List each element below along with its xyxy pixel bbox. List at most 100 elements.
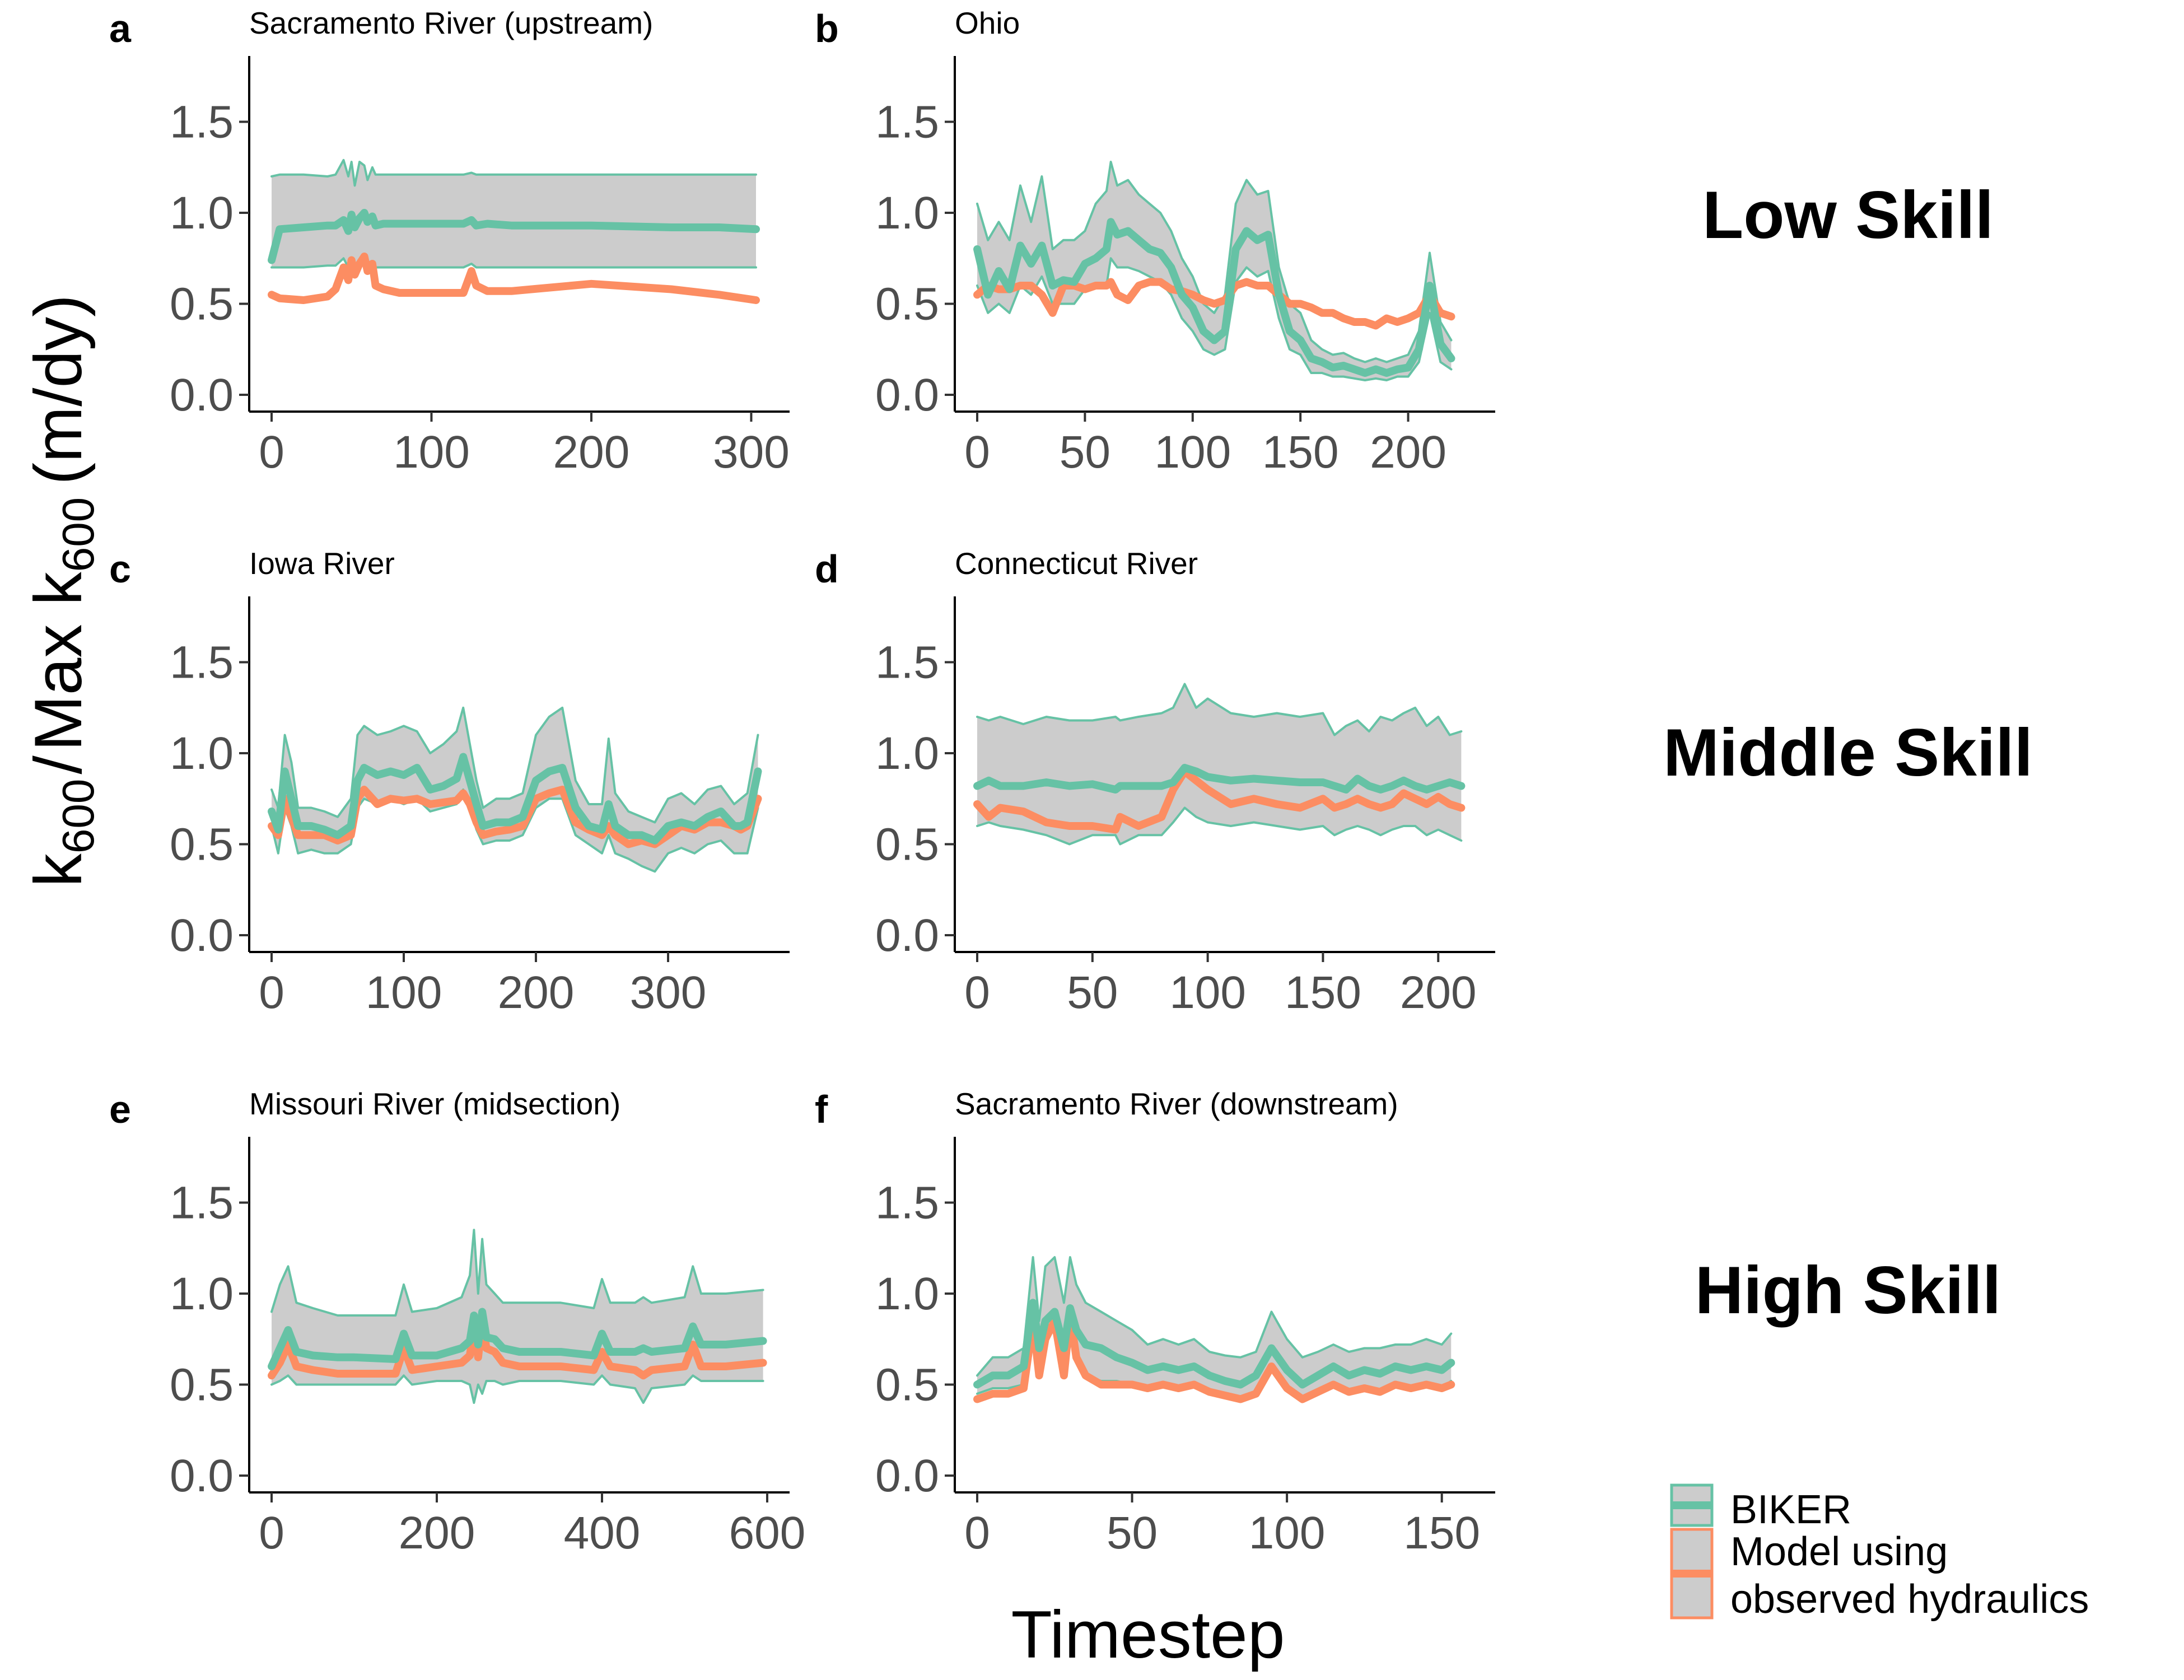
y-axis-title-k: k xyxy=(21,853,96,887)
panels: a Sacramento River (upstream) 0.0 0.5 1.0 1.5… xyxy=(109,6,1495,1558)
skill-label-low: Low Skill xyxy=(1702,178,1994,253)
x-tick-label-c-1: 100 xyxy=(366,967,442,1018)
panel-letter-f: f xyxy=(815,1088,828,1131)
model-line-f xyxy=(973,1312,1455,1403)
y-tick-label-f-2: 1.0 xyxy=(875,1268,939,1319)
panel-title-c: Iowa River xyxy=(249,546,395,581)
x-tick-label-b-2: 100 xyxy=(1154,427,1231,478)
panel-letter-c: c xyxy=(109,547,131,591)
x-tick-label-e-2: 400 xyxy=(564,1508,641,1558)
y-axis-title-slash: / xyxy=(21,755,96,774)
x-tick-label-d-4: 200 xyxy=(1400,967,1477,1018)
panel-title-a: Sacramento River (upstream) xyxy=(249,6,653,40)
legend: BIKER Model using observed hydraulics xyxy=(1670,1483,2089,1622)
y-tick-label-b-2: 1.0 xyxy=(875,188,939,239)
x-tick-label-f-1: 50 xyxy=(1107,1508,1158,1558)
panel-b: b Ohio 0.0 0.5 1.0 1.5 0 50 100 150 200 xyxy=(815,6,1495,478)
y-tick-label-d-0: 0.0 xyxy=(875,910,939,961)
x-tick-label-f-2: 100 xyxy=(1249,1508,1326,1558)
panel-title-d: Connecticut River xyxy=(955,546,1198,581)
band-b xyxy=(977,162,1452,380)
band-upper-c xyxy=(270,706,759,824)
x-tick-label-b-1: 50 xyxy=(1060,427,1110,478)
panel-letter-e: e xyxy=(109,1088,131,1131)
panel-title-b: Ohio xyxy=(955,6,1020,40)
biker-line-e xyxy=(268,1308,767,1370)
y-tick-label-c-2: 1.0 xyxy=(170,728,234,779)
y-tick-label-f-1: 0.5 xyxy=(875,1360,939,1411)
x-tick-label-e-0: 0 xyxy=(259,1508,284,1558)
x-tick-label-d-0: 0 xyxy=(964,967,990,1018)
panel-title-f: Sacramento River (downstream) xyxy=(955,1086,1398,1121)
y-tick-label-f-3: 1.5 xyxy=(875,1178,939,1229)
x-tick-label-a-1: 100 xyxy=(393,427,470,478)
x-tick-label-d-2: 100 xyxy=(1169,967,1246,1018)
legend-label-biker: BIKER xyxy=(1730,1487,1851,1532)
model-line-d xyxy=(973,767,1466,834)
x-tick-label-c-0: 0 xyxy=(259,967,284,1018)
band-upper-d xyxy=(976,683,1463,736)
y-tick-label-e-2: 1.0 xyxy=(170,1268,234,1319)
band-upper-b xyxy=(976,161,1453,363)
x-tick-label-c-3: 300 xyxy=(630,967,707,1018)
y-tick-label-f-0: 0.0 xyxy=(875,1450,939,1501)
panel-letter-d: d xyxy=(815,547,839,591)
legend-item-biker: BIKER xyxy=(1670,1483,1851,1532)
y-tick-label-b-3: 1.5 xyxy=(875,97,939,148)
x-tick-label-f-3: 150 xyxy=(1403,1508,1480,1558)
y-tick-label-a-1: 0.5 xyxy=(170,279,234,330)
band-upper-e xyxy=(270,1229,764,1317)
y-tick-label-b-0: 0.0 xyxy=(875,370,939,421)
x-tick-label-d-1: 50 xyxy=(1067,967,1118,1018)
x-tick-label-d-3: 150 xyxy=(1285,967,1361,1018)
y-tick-label-c-3: 1.5 xyxy=(170,637,234,688)
panel-letter-b: b xyxy=(815,7,839,50)
band-c xyxy=(272,707,758,872)
biker-line-a xyxy=(268,209,760,264)
y-tick-label-a-3: 1.5 xyxy=(170,97,234,148)
y-axis-title-sub2: 600 xyxy=(53,497,103,572)
x-tick-label-a-2: 200 xyxy=(553,427,630,478)
y-tick-label-d-2: 1.0 xyxy=(875,728,939,779)
y-axis-title: k600/Max k600(m/dy) xyxy=(21,295,103,887)
y-axis-title-units: (m/dy) xyxy=(21,295,96,485)
panel-f: f Sacramento River (downstream) 0.0 0.5 1.0 1… xyxy=(815,1086,1495,1558)
x-tick-label-a-3: 300 xyxy=(713,427,790,478)
band-lower-e xyxy=(270,1374,764,1404)
x-tick-label-b-0: 0 xyxy=(964,427,990,478)
panel-title-e: Missouri River (midsection) xyxy=(249,1086,620,1121)
x-tick-label-e-1: 200 xyxy=(399,1508,475,1558)
y-axis-title-sub1: 600 xyxy=(53,779,103,853)
band-lower-c xyxy=(270,788,759,873)
band-a xyxy=(272,160,756,268)
band-lower-d xyxy=(976,806,1463,846)
y-tick-label-a-0: 0.0 xyxy=(170,370,234,421)
model-line-a xyxy=(268,253,760,304)
x-tick-label-a-0: 0 xyxy=(259,427,284,478)
panel-d: d Connecticut River 0.0 0.5 1.0 1.5 0 50 100 150 2… xyxy=(815,546,1495,1018)
band-upper-a xyxy=(270,158,757,187)
legend-label-model-line1: Model using xyxy=(1730,1529,1948,1574)
model-line-b xyxy=(973,278,1455,330)
y-tick-label-e-1: 0.5 xyxy=(170,1360,234,1411)
biker-line-c xyxy=(268,753,762,844)
y-axis-title-max: Max k xyxy=(21,571,96,751)
skill-label-middle: Middle Skill xyxy=(1663,715,2033,790)
model-line-c xyxy=(268,786,762,848)
y-tick-label-e-3: 1.5 xyxy=(170,1178,234,1229)
x-tick-label-b-3: 150 xyxy=(1262,427,1339,478)
y-tick-label-d-1: 0.5 xyxy=(875,819,939,870)
band-upper-f xyxy=(976,1256,1453,1377)
x-tick-label-e-3: 600 xyxy=(729,1508,806,1558)
legend-item-model: Model using observed hydraulics xyxy=(1670,1528,2089,1622)
y-tick-label-b-1: 0.5 xyxy=(875,279,939,330)
x-tick-label-c-2: 200 xyxy=(498,967,575,1018)
biker-line-b xyxy=(973,218,1455,377)
biker-line-d xyxy=(973,764,1466,794)
panel-c: c Iowa River 0.0 0.5 1.0 1.5 0 100 200 300 xyxy=(109,546,790,1018)
y-tick-label-c-0: 0.0 xyxy=(170,910,234,961)
legend-label-model-line2: observed hydraulics xyxy=(1730,1577,2089,1622)
x-tick-label-f-0: 0 xyxy=(964,1508,990,1558)
panel-letter-a: a xyxy=(109,7,132,50)
